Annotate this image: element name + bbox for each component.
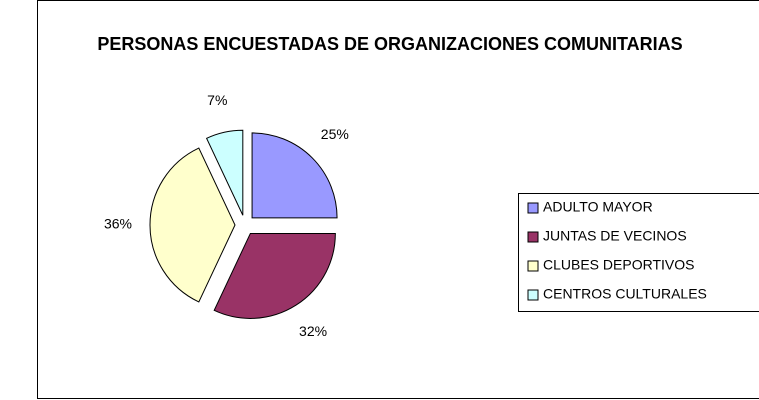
data-label: 7% bbox=[207, 92, 227, 108]
legend-swatch bbox=[527, 289, 539, 301]
legend-label: JUNTAS DE VECINOS bbox=[543, 228, 687, 244]
legend-box bbox=[518, 193, 759, 312]
data-label: 32% bbox=[299, 323, 327, 339]
pie-slice bbox=[251, 132, 338, 219]
pie-slice bbox=[205, 129, 244, 216]
chart-title: PERSONAS ENCUESTADAS DE ORGANIZACIONES C… bbox=[97, 34, 683, 54]
data-label: 25% bbox=[321, 126, 349, 142]
legend-label: CENTROS CULTURALES bbox=[543, 286, 707, 302]
legend-label: ADULTO MAYOR bbox=[543, 199, 653, 215]
legend-swatch bbox=[527, 202, 539, 214]
data-label: 36% bbox=[104, 216, 132, 232]
legend-swatch bbox=[527, 231, 539, 243]
pie-slice bbox=[149, 147, 236, 303]
pie-slice bbox=[213, 232, 336, 319]
legend-label: CLUBES DEPORTIVOS bbox=[543, 257, 694, 273]
legend-swatch bbox=[527, 260, 539, 272]
